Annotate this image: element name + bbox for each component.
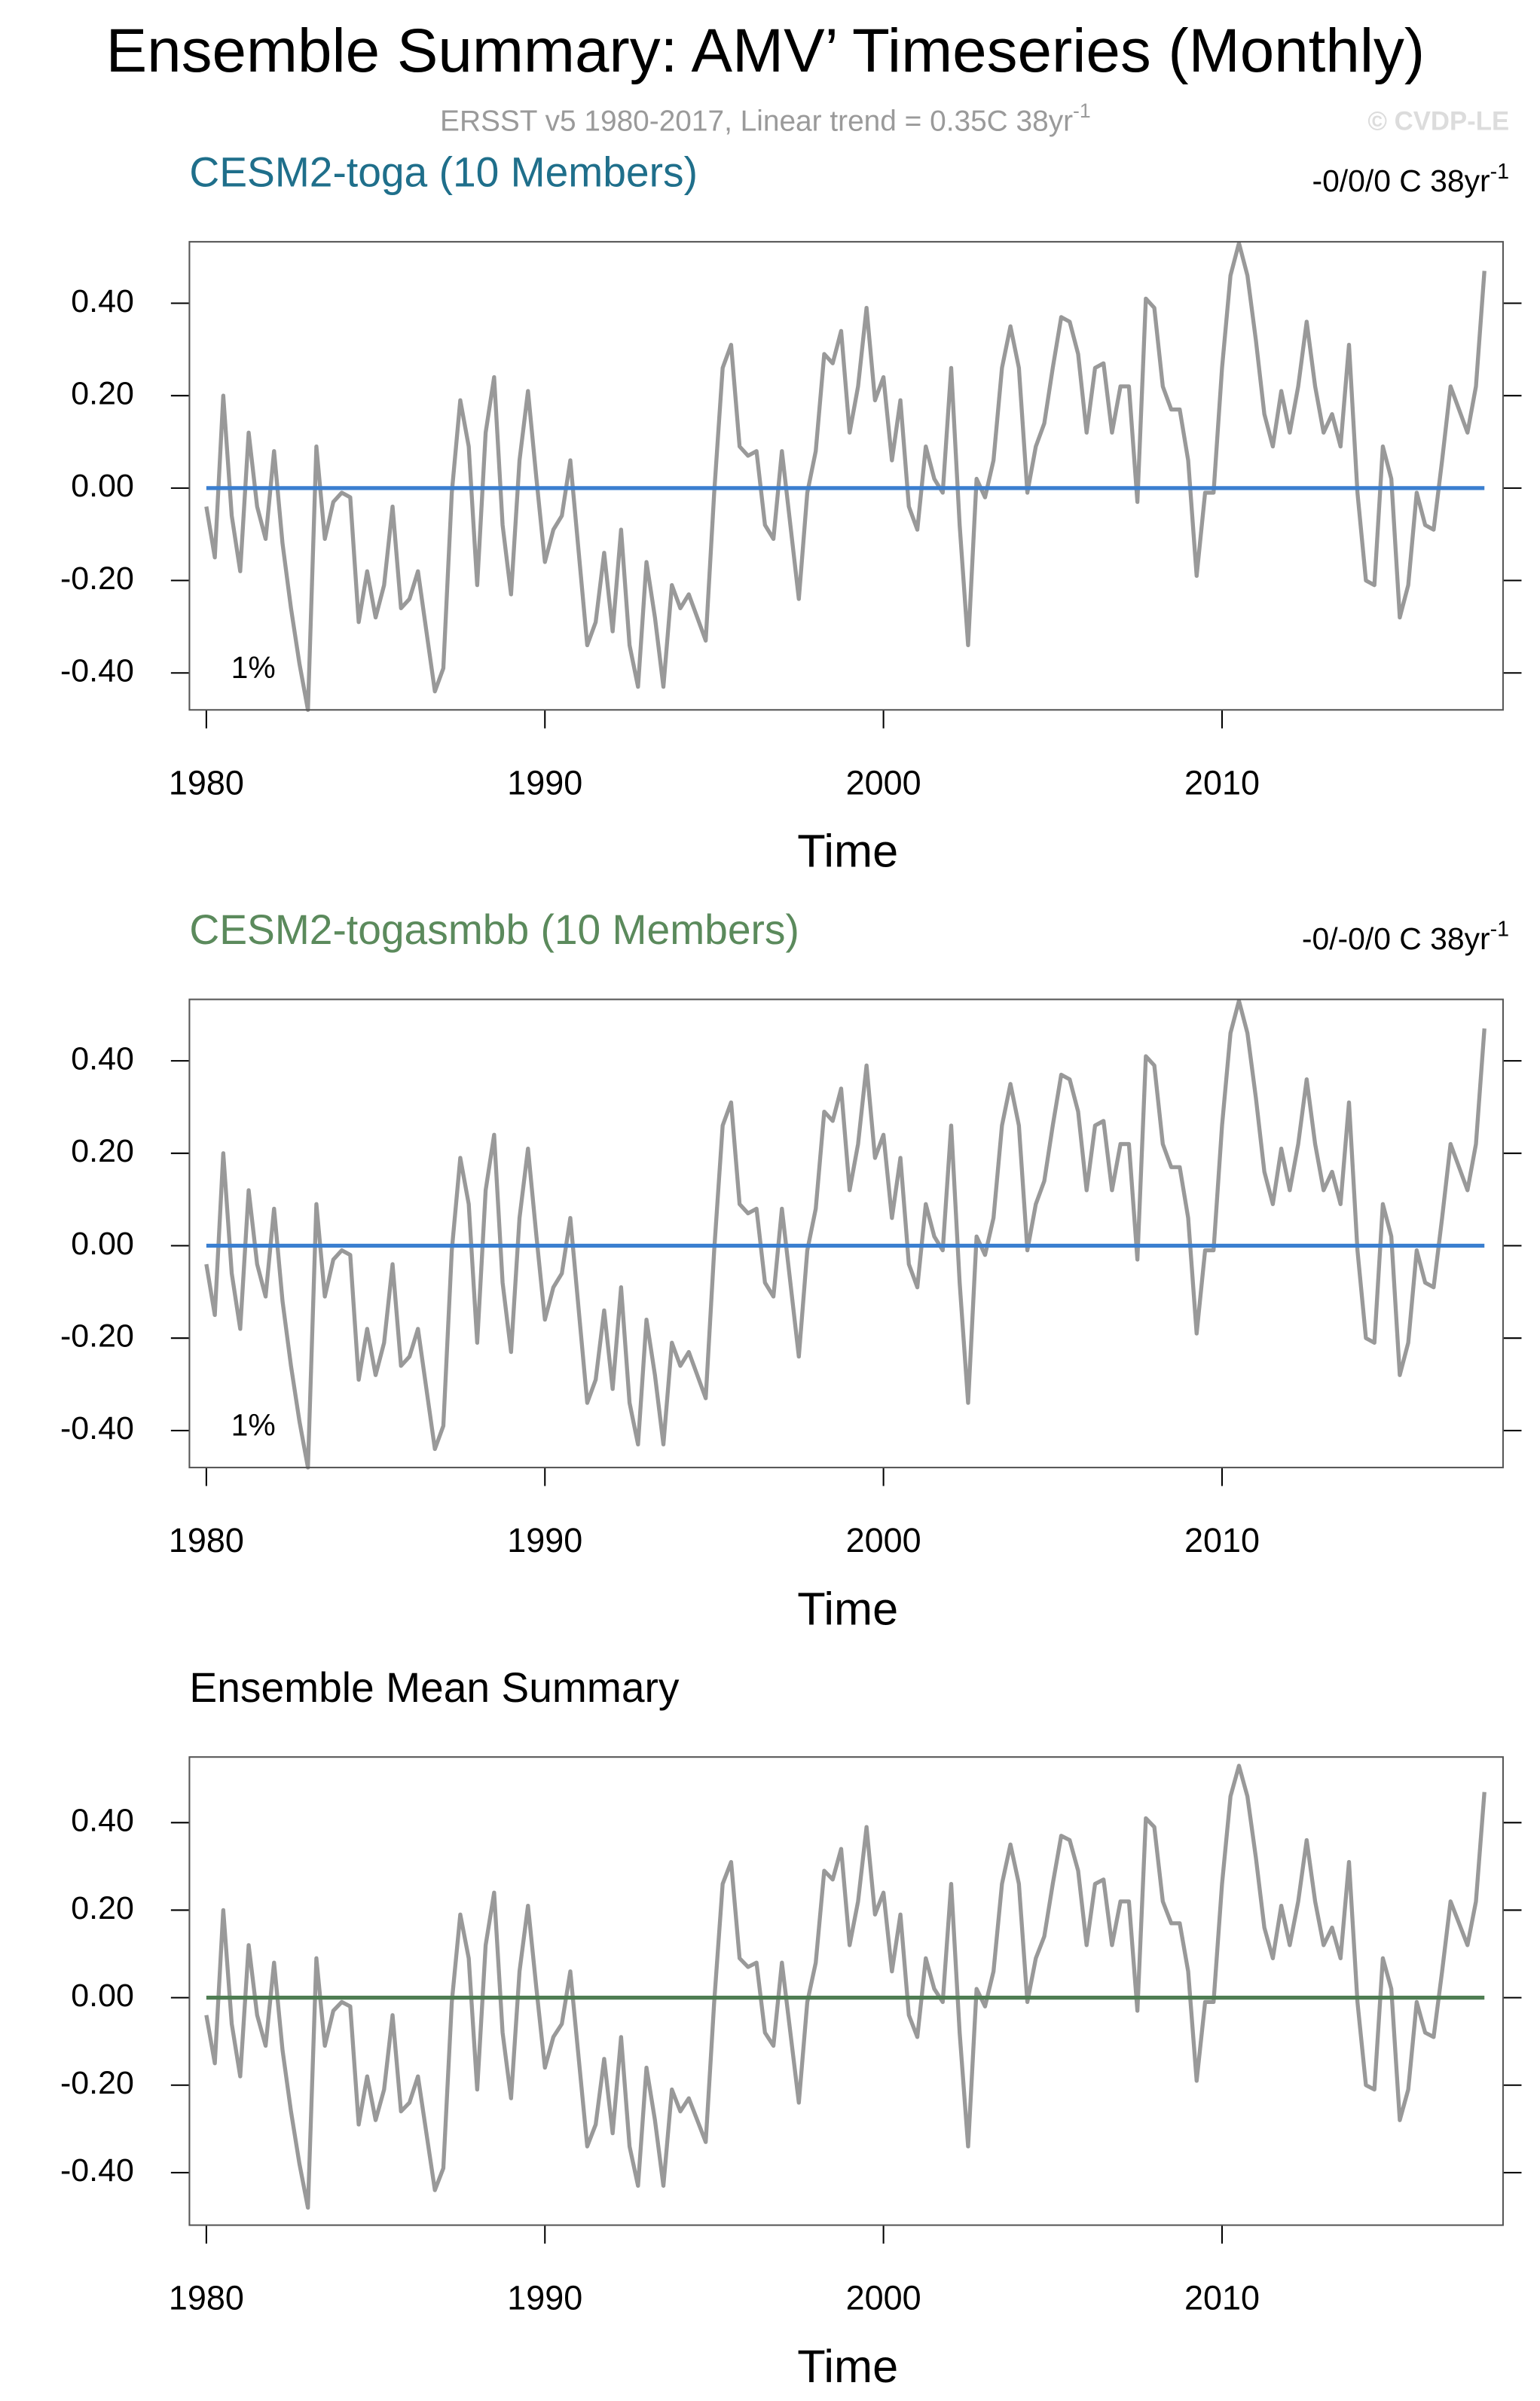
x-tick-label: 1990 [507, 1521, 582, 1559]
y-tick-label: -0.20 [60, 2065, 134, 2101]
figure-subtitle: ERSST v5 1980-2017, Linear trend = 0.35C… [440, 99, 1091, 138]
series-line [204, 1764, 1487, 2210]
y-tick-label: 0.40 [71, 1803, 134, 1839]
x-axis-label: Time [797, 1582, 898, 1634]
x-axis-label: Time [797, 825, 898, 877]
y-tick-label: 0.20 [71, 1133, 134, 1169]
annotation: 1% [231, 650, 276, 685]
y-tick-label: -0.20 [60, 561, 134, 597]
x-tick-label: 2010 [1184, 763, 1260, 802]
trend-superscript: -1 [1490, 917, 1509, 941]
trend-label: -0/-0/0 C 38yr-1 [1302, 917, 1509, 956]
x-tick-label: 2010 [1184, 2279, 1260, 2317]
copyright: © CVDP-LE [1367, 108, 1509, 136]
plot-frame [188, 240, 1504, 711]
plot-frame [188, 1756, 1504, 2226]
panel-title: Ensemble Mean Summary [189, 1664, 679, 1711]
x-tick-label: 2000 [846, 763, 921, 802]
subtitle-text: ERSST v5 1980-2017, Linear trend = 0.35C… [440, 105, 1073, 138]
y-tick-label: -0.40 [60, 653, 134, 689]
x-tick-label: 2000 [846, 2279, 921, 2317]
y-tick-label: 0.00 [71, 1226, 134, 1262]
y-tick-label: 0.00 [71, 468, 134, 504]
trend-label: -0/0/0 C 38yr-1 [1312, 159, 1509, 198]
x-axis-label: Time [797, 2340, 898, 2392]
plot-frame [188, 998, 1504, 1468]
x-tick-label: 2000 [846, 1521, 921, 1559]
subtitle-superscript: -1 [1073, 99, 1091, 122]
y-tick-label: 0.20 [71, 376, 134, 412]
x-tick-label: 1980 [169, 763, 244, 802]
x-tick-label: 2010 [1184, 1521, 1260, 1559]
y-tick-label: -0.40 [60, 1410, 134, 1446]
y-tick-label: 0.40 [71, 283, 134, 319]
y-tick-label: 0.40 [71, 1040, 134, 1077]
trend-superscript: -1 [1490, 159, 1509, 183]
panel-title: CESM2-toga (10 Members) [189, 149, 698, 196]
series-line [204, 998, 1487, 1470]
figure-title: Ensemble Summary: AMV’ Timeseries (Month… [106, 17, 1425, 85]
panel-title: CESM2-togasmbb (10 Members) [189, 906, 799, 953]
y-tick-label: -0.20 [60, 1318, 134, 1355]
y-tick-label: -0.40 [60, 2152, 134, 2189]
x-tick-label: 1980 [169, 2279, 244, 2317]
trend-text: -0/0/0 C 38yr [1312, 163, 1490, 198]
y-tick-label: 0.20 [71, 1890, 134, 1926]
y-tick-label: 0.00 [71, 1978, 134, 2014]
x-tick-label: 1980 [169, 1521, 244, 1559]
x-tick-label: 1990 [507, 763, 582, 802]
x-tick-label: 1990 [507, 2279, 582, 2317]
trend-text: -0/-0/0 C 38yr [1302, 921, 1490, 956]
annotation: 1% [231, 1408, 276, 1443]
series-line [204, 241, 1487, 712]
